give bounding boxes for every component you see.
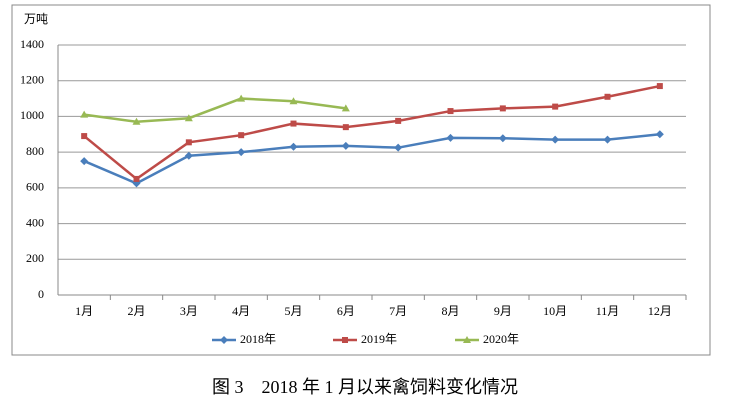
marker (133, 175, 140, 182)
marker (290, 120, 297, 127)
marker (394, 143, 403, 152)
y-tick-label: 1200 (20, 72, 44, 86)
unit-label: 万吨 (24, 12, 48, 26)
marker (341, 141, 350, 150)
marker (341, 104, 350, 112)
y-tick-label: 200 (26, 251, 44, 265)
marker (184, 114, 193, 122)
x-tick-label: 7月 (389, 304, 407, 318)
legend-label: 2018年 (240, 332, 276, 346)
marker (499, 105, 506, 112)
marker (447, 108, 454, 115)
marker (446, 133, 455, 142)
x-tick-label: 11月 (596, 304, 620, 318)
marker (552, 103, 559, 110)
x-tick-label: 10月 (543, 304, 567, 318)
marker (238, 132, 245, 139)
legend-label: 2019年 (361, 332, 397, 346)
marker (80, 157, 89, 166)
x-tick-label: 5月 (284, 304, 302, 318)
marker (655, 130, 664, 139)
x-tick-label: 3月 (180, 304, 198, 318)
y-tick-label: 0 (38, 287, 44, 301)
x-tick-label: 2月 (127, 304, 145, 318)
marker (551, 135, 560, 144)
marker (237, 94, 246, 102)
x-tick-label: 9月 (494, 304, 512, 318)
marker (132, 117, 141, 125)
marker (603, 135, 612, 144)
marker (184, 151, 193, 160)
marker (463, 336, 471, 343)
legend-label: 2020年 (483, 332, 519, 346)
y-tick-label: 600 (26, 180, 44, 194)
marker (237, 148, 246, 157)
marker (656, 83, 663, 90)
marker (289, 97, 298, 105)
y-tick-label: 800 (26, 144, 44, 158)
marker (395, 117, 402, 124)
y-tick-label: 400 (26, 215, 44, 229)
x-tick-label: 8月 (441, 304, 459, 318)
marker (185, 139, 192, 146)
series-line (83, 84, 661, 181)
marker (604, 93, 611, 100)
x-tick-label: 4月 (232, 304, 250, 318)
marker (342, 124, 349, 131)
series-line (83, 133, 660, 185)
y-tick-label: 1000 (20, 108, 44, 122)
x-tick-label: 1月 (75, 304, 93, 318)
marker (80, 110, 89, 118)
marker (81, 133, 88, 140)
marker (220, 336, 228, 344)
series-line (83, 97, 347, 124)
caption: 图 3 2018 年 1 月以来禽饲料变化情况 (212, 377, 518, 397)
chart-frame (11, 4, 711, 356)
marker (498, 134, 507, 143)
x-tick-label: 12月 (648, 304, 672, 318)
marker (342, 337, 348, 343)
x-tick-label: 6月 (337, 304, 355, 318)
y-tick-label: 1400 (20, 37, 44, 51)
marker (289, 142, 298, 151)
